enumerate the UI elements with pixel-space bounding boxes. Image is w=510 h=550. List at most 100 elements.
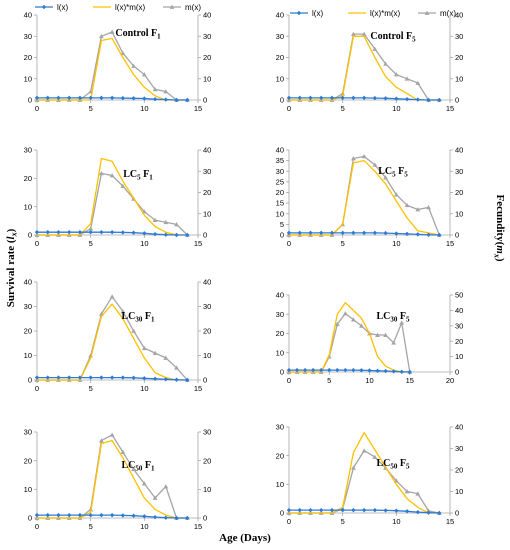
series-l-x: [286, 367, 412, 375]
data-point-m-x: [109, 29, 115, 34]
x-tick-label: 0: [35, 239, 39, 248]
data-point-m-x: [163, 219, 169, 225]
data-point-m-x: [131, 466, 136, 472]
data-point-l-x: [404, 231, 410, 237]
data-point-l-x: [131, 513, 136, 518]
y-left-tick-label: 15: [276, 199, 284, 208]
y-right-tick-label: 0: [203, 376, 207, 385]
x-tick-label: 0: [35, 522, 39, 531]
data-point-l-x: [286, 230, 292, 236]
data-point-l-x: [142, 514, 147, 519]
y-right-tick-label: 40: [203, 278, 211, 287]
data-point-m-x: [334, 321, 340, 327]
panel-title: Control F5: [370, 31, 416, 44]
series-line-m-x: [37, 434, 188, 519]
y-axis-left-label: Survival rate (lx): [5, 228, 19, 307]
data-point-l-x: [45, 375, 50, 380]
y-right-tick-label: 20: [203, 53, 211, 62]
data-point-l-x: [56, 375, 61, 380]
x-tick-label: 5: [89, 239, 93, 248]
data-point-m-x: [152, 217, 158, 223]
y-right-tick-label: 10: [203, 485, 211, 494]
data-point-m-x: [109, 173, 115, 178]
series-m-x: [286, 448, 442, 515]
y-left-tick-label: 10: [276, 209, 284, 218]
data-point-m-x: [120, 309, 126, 314]
series-l-x: [286, 95, 442, 103]
y-left-tick-label: 30: [24, 32, 32, 41]
y-right-tick-label: 20: [455, 466, 463, 475]
data-point-m-x: [404, 76, 410, 81]
data-point-l-x: [399, 369, 404, 375]
data-point-m-x: [131, 63, 136, 68]
data-point-l-x: [34, 95, 40, 101]
y-right-tick-label: 0: [203, 96, 207, 105]
data-point-l-x: [163, 97, 168, 102]
y-right-tick-label: 20: [455, 53, 463, 62]
x-tick-label: 0: [35, 104, 39, 113]
data-point-l-x: [99, 512, 104, 518]
y-left-tick-label: 10: [24, 351, 32, 360]
data-point-l-x: [77, 375, 83, 380]
x-tick-label: 5: [341, 517, 345, 526]
data-point-l-x: [109, 512, 115, 518]
data-point-l-x: [109, 229, 115, 235]
panel-title: LC5 F5: [378, 166, 408, 179]
series-l-x-m-x: [289, 302, 410, 373]
y-right-tick-label: 40: [455, 306, 463, 315]
data-point-l-x: [375, 368, 380, 374]
series-m-x: [286, 31, 442, 102]
y-left-tick-label: 20: [24, 327, 32, 336]
x-tick-label: 15: [446, 239, 454, 248]
legend-2: l(x) l(x)*m(x) m(x): [290, 9, 456, 18]
data-point-l-x: [426, 232, 431, 237]
y-right-tick-label: 0: [203, 231, 207, 240]
series-line-m-x: [37, 172, 188, 236]
y-right-tick-label: 30: [203, 167, 211, 176]
data-point-m-x: [415, 207, 421, 212]
series-l-x: [34, 229, 190, 238]
x-tick-label: 10: [392, 517, 400, 526]
data-point-l-x: [34, 229, 40, 235]
x-tick-label: 15: [194, 104, 202, 113]
data-point-l-x: [297, 507, 302, 513]
x-tick-label: 15: [194, 384, 202, 393]
series-line-l-x-m-x: [289, 159, 440, 236]
y-right-tick-label: 30: [203, 428, 211, 437]
y-left-tick-label: 10: [276, 480, 284, 489]
data-point-l-x: [142, 96, 147, 101]
y-right-tick-label: 20: [203, 188, 211, 197]
data-point-m-x: [109, 294, 115, 299]
y-right-tick-label: 10: [455, 74, 463, 83]
data-point-l-x: [329, 95, 335, 101]
series-l-x: [34, 512, 190, 521]
series-line-l-x-m-x: [289, 432, 440, 514]
data-point-l-x: [109, 375, 115, 380]
y-left-tick-label: 40: [276, 146, 284, 155]
series-line-m-x: [289, 155, 440, 236]
data-point-m-x: [359, 323, 364, 328]
y-left-tick-label: 10: [24, 74, 32, 83]
data-point-l-x: [99, 95, 104, 101]
series-m-x: [34, 29, 190, 102]
data-point-l-x: [99, 229, 104, 235]
data-point-l-x: [286, 95, 292, 101]
panel-lc5-f1: 0 10 20 30 0 10 20 30 40 0 5 10 15 LC5 F1: [24, 146, 212, 248]
data-point-m-x: [351, 465, 356, 470]
data-point-l-x: [45, 95, 50, 101]
data-point-l-x: [56, 95, 61, 101]
y-right-tick-label: 30: [455, 321, 463, 330]
data-point-m-x: [141, 72, 147, 77]
data-point-m-x: [415, 491, 421, 496]
series-line-l-x-m-x: [37, 157, 188, 236]
data-point-l-x: [77, 512, 83, 518]
data-point-l-x: [426, 97, 431, 103]
data-point-l-x: [131, 96, 136, 101]
y-right-tick-label: 0: [455, 96, 459, 105]
data-point-l-x: [67, 512, 72, 518]
data-point-m-x: [372, 454, 378, 460]
x-tick-label: 15: [194, 522, 202, 531]
series-line-m-x: [37, 296, 188, 381]
